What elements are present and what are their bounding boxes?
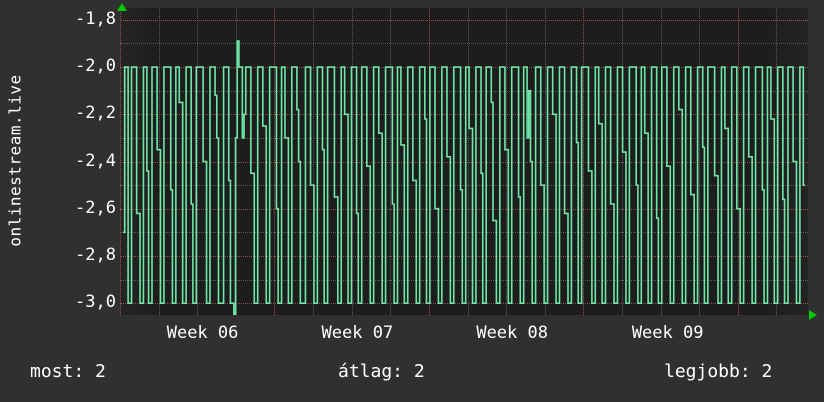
- y-tick-label: -1,8: [75, 8, 116, 29]
- y-tick-label: -2,6: [75, 197, 116, 218]
- plot-area[interactable]: [120, 8, 808, 315]
- y-tick-label: -2,4: [75, 150, 116, 171]
- arrow-right-icon: [809, 310, 817, 320]
- x-tick-label: Week 07: [321, 323, 394, 343]
- y-axis-title: onlinestream.live: [0, 0, 30, 320]
- x-tick-label: Week 06: [166, 323, 239, 343]
- stat-average: átlag: 2: [338, 361, 425, 382]
- data-series-line: [123, 40, 805, 315]
- x-tick-label: Week 08: [476, 323, 548, 343]
- stat-current: most: 2: [30, 361, 106, 382]
- y-tick-label: -2,0: [75, 56, 116, 77]
- arrow-up-icon: [117, 3, 127, 11]
- y-tick-label: -2,2: [75, 103, 116, 124]
- y-axis-tick-labels: -1,8 -2,0 -2,2 -2,4 -2,6 -2,8 -3,0: [28, 0, 116, 320]
- x-tick-label: Week 09: [631, 323, 704, 343]
- y-axis-title-label: onlinestream.live: [5, 73, 25, 247]
- y-tick-label: -2,8: [75, 244, 116, 265]
- x-axis-tick-labels: Week 06 Week 07 Week 08 Week 09: [120, 322, 808, 348]
- y-tick-label: -3,0: [75, 292, 116, 313]
- stat-best: legjobb: 2: [664, 361, 773, 382]
- footer-stats: most: 2 átlag: 2 legjobb: 2: [0, 360, 824, 390]
